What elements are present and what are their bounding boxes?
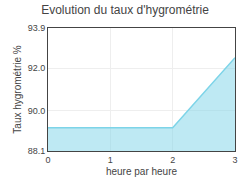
svg-text:0: 0 bbox=[45, 155, 50, 165]
svg-text:1: 1 bbox=[108, 155, 113, 165]
svg-text:Taux hygrométrie %: Taux hygrométrie % bbox=[12, 45, 23, 133]
svg-text:90.0: 90.0 bbox=[28, 106, 46, 116]
svg-text:Evolution du taux d'hygrométri: Evolution du taux d'hygrométrie bbox=[41, 3, 209, 17]
svg-text:2: 2 bbox=[170, 155, 175, 165]
svg-text:88.1: 88.1 bbox=[28, 146, 46, 156]
svg-text:heure par heure: heure par heure bbox=[106, 166, 178, 177]
svg-text:92.0: 92.0 bbox=[28, 63, 46, 73]
svg-text:93.9: 93.9 bbox=[28, 23, 46, 33]
svg-text:3: 3 bbox=[232, 155, 237, 165]
